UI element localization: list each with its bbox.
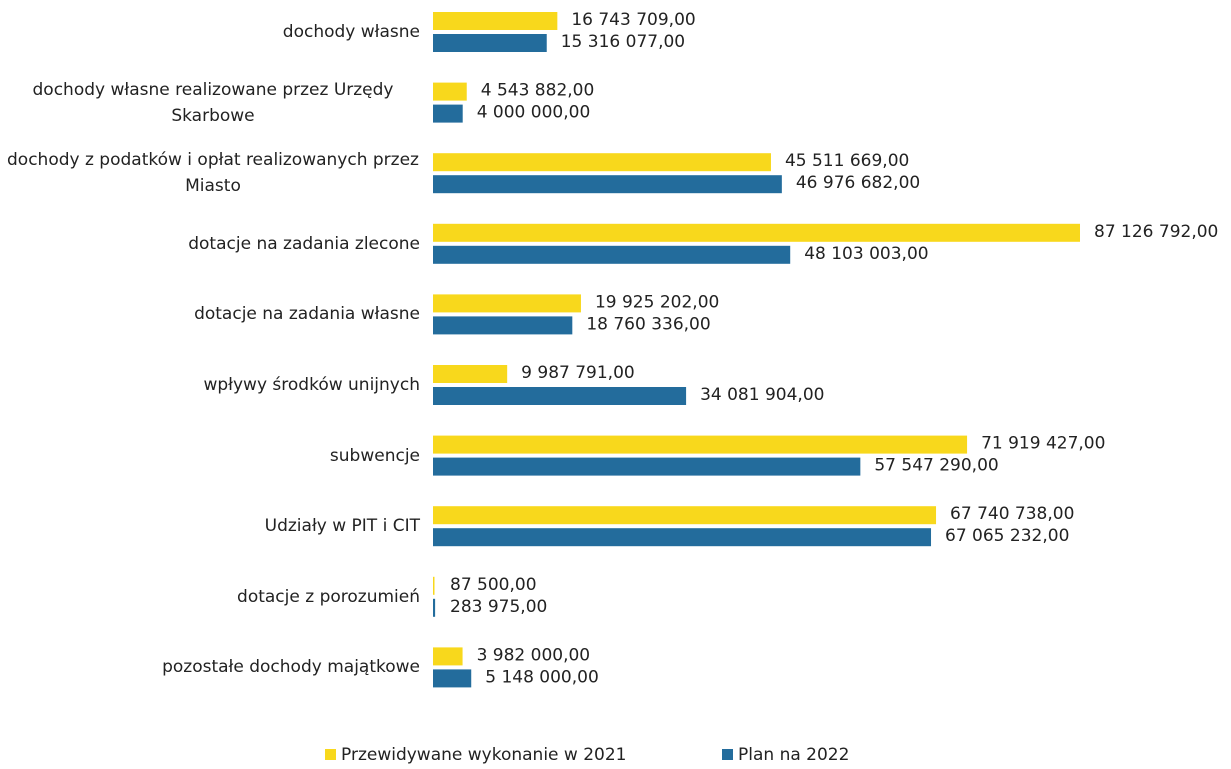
value-label: 48 103 003,00 bbox=[804, 244, 928, 264]
bar bbox=[433, 528, 932, 547]
category-label: Udziały w PIT i CIT bbox=[264, 516, 420, 537]
bar bbox=[433, 223, 1080, 242]
legend-label: Plan na 2022 bbox=[738, 745, 849, 765]
value-label: 67 740 738,00 bbox=[950, 504, 1074, 524]
value-label: 4 000 000,00 bbox=[477, 103, 591, 123]
value-label: 57 547 290,00 bbox=[874, 456, 998, 476]
category-label: dochody własne bbox=[282, 22, 420, 42]
category-label-box: dotacje na zadania zlecone bbox=[6, 209, 420, 279]
category-label-box: dotacje z porozumień bbox=[6, 562, 420, 632]
category-label: wpływy środków unijnych bbox=[203, 375, 420, 395]
category-label-box: dochody własne realizowane przez Urzędy … bbox=[6, 68, 420, 138]
legend-swatch bbox=[325, 749, 336, 760]
value-label: 5 148 000,00 bbox=[485, 667, 599, 687]
value-label: 87 126 792,00 bbox=[1094, 222, 1218, 242]
value-label: 4 543 882,00 bbox=[481, 81, 595, 101]
bar bbox=[433, 669, 472, 688]
category-label-box: Udziały w PIT i CIT bbox=[6, 491, 420, 561]
bar bbox=[433, 457, 861, 476]
bar bbox=[433, 34, 547, 52]
bar bbox=[433, 506, 937, 525]
value-label: 46 976 682,00 bbox=[796, 173, 920, 193]
bar bbox=[433, 647, 463, 666]
category-label-box: dotacje na zadania własne bbox=[6, 279, 420, 349]
value-label: 34 081 904,00 bbox=[700, 385, 824, 405]
category-label-box: pozostałe dochody majątkowe bbox=[6, 632, 420, 702]
value-label: 67 065 232,00 bbox=[945, 526, 1069, 546]
value-label: 283 975,00 bbox=[450, 597, 547, 617]
bar bbox=[433, 387, 687, 405]
value-label: 87 500,00 bbox=[450, 575, 537, 595]
bar bbox=[433, 245, 791, 264]
legend-swatch bbox=[722, 749, 733, 760]
bar bbox=[433, 294, 581, 313]
bar bbox=[433, 316, 573, 335]
value-label: 19 925 202,00 bbox=[595, 292, 719, 312]
value-label: 45 511 669,00 bbox=[785, 151, 909, 171]
value-label: 18 760 336,00 bbox=[586, 314, 710, 334]
category-label: dotacje na zadania zlecone bbox=[188, 233, 420, 254]
bar bbox=[433, 598, 436, 617]
category-label-box: wpływy środków unijnych bbox=[6, 350, 420, 420]
bar bbox=[433, 175, 782, 194]
bar bbox=[433, 365, 508, 383]
bar bbox=[433, 435, 968, 454]
category-label: subwencje bbox=[329, 445, 420, 466]
category-label-box: dochody z podatków i opłat realizowanych… bbox=[6, 138, 420, 208]
category-label-box: subwencje bbox=[6, 421, 420, 491]
category-label: dotacje z porozumień bbox=[237, 586, 420, 607]
category-label: pozostałe dochody majątkowe bbox=[162, 657, 420, 678]
value-label: 71 919 427,00 bbox=[981, 434, 1105, 454]
value-label: 15 316 077,00 bbox=[561, 32, 685, 52]
bar bbox=[433, 82, 467, 101]
bar bbox=[433, 12, 558, 30]
legend-label: Przewidywane wykonanie w 2021 bbox=[341, 745, 627, 765]
category-label-box: dochody własne bbox=[6, 0, 420, 67]
bar bbox=[433, 153, 771, 172]
value-label: 9 987 791,00 bbox=[521, 363, 635, 383]
bar bbox=[433, 104, 463, 123]
value-label: 3 982 000,00 bbox=[477, 645, 591, 665]
value-label: 16 743 709,00 bbox=[571, 10, 695, 30]
category-label: dotacje na zadania własne bbox=[194, 304, 420, 325]
category-label: dochody własne realizowane przez Urzędy … bbox=[32, 79, 394, 126]
bar bbox=[433, 576, 435, 595]
category-label: dochody z podatków i opłat realizowanych… bbox=[7, 150, 419, 197]
